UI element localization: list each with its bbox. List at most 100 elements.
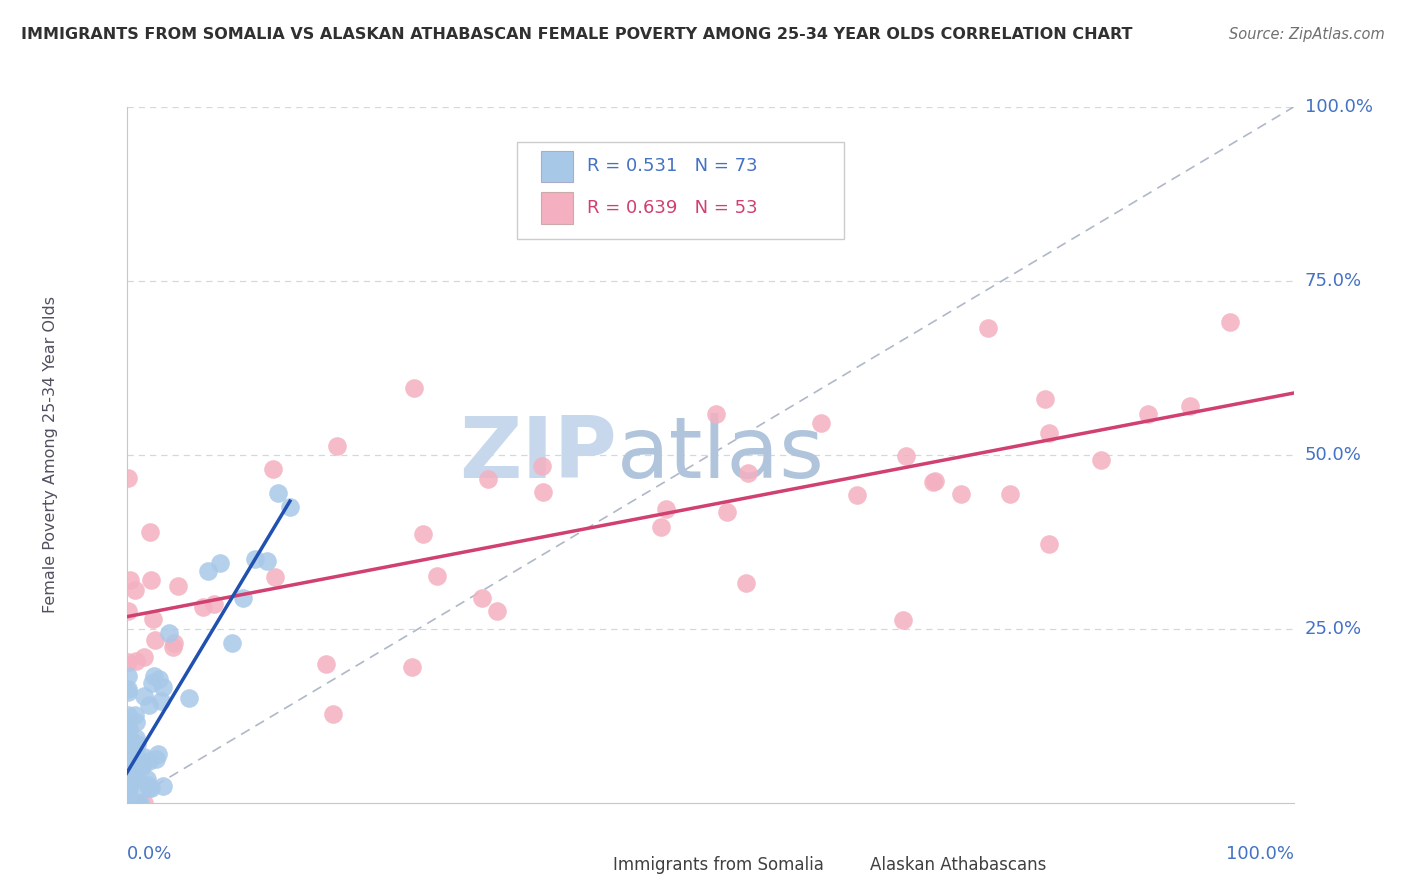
Point [118,796,141,810]
Point [117,781,139,796]
Point [704,407,727,421]
Point [650,519,672,533]
Point [117,685,139,699]
Point [1038,537,1060,551]
Point [135,772,157,786]
Bar [564,850,602,881]
Point [896,449,918,463]
Point [145,752,167,766]
Text: 25.0%: 25.0% [1305,620,1362,638]
Point [1136,408,1159,422]
Point [737,466,759,480]
Point [202,598,225,612]
Point [121,782,143,797]
Point [124,748,146,763]
Point [716,505,738,519]
Point [121,764,143,778]
Text: Female Poverty Among 25-34 Year Olds: Female Poverty Among 25-34 Year Olds [44,296,58,614]
Point [735,576,758,591]
Point [117,766,139,780]
Point [193,599,215,614]
Point [326,439,349,453]
Point [950,487,973,501]
Point [163,636,186,650]
Point [278,500,301,514]
Point [132,750,155,764]
Point [125,654,148,668]
Point [134,690,156,704]
Point [426,569,449,583]
Point [118,771,141,785]
Point [177,691,200,706]
Point [810,416,832,430]
Text: Alaskan Athabascans: Alaskan Athabascans [870,856,1046,874]
Point [143,633,166,648]
Point [132,796,155,810]
Point [148,673,170,687]
Point [120,736,142,750]
Point [117,789,139,803]
Point [124,737,146,751]
Point [129,759,152,773]
Text: 100.0%: 100.0% [1226,845,1294,863]
Point [117,764,139,779]
Point [232,591,254,605]
Point [315,657,337,672]
Point [412,527,434,541]
Text: Immigrants from Somalia: Immigrants from Somalia [613,856,824,874]
Point [117,722,139,736]
Point [118,768,141,782]
Point [977,321,1000,335]
Point [124,796,146,810]
Point [263,570,285,584]
Point [117,785,139,799]
Point [138,778,160,792]
Point [124,583,146,598]
Text: 100.0%: 100.0% [1305,98,1372,116]
Point [1038,426,1060,441]
Point [267,486,290,500]
Point [922,475,945,489]
Point [167,579,190,593]
Text: 50.0%: 50.0% [1305,446,1361,464]
Point [128,796,150,810]
Point [131,760,153,774]
Point [117,668,139,682]
Point [118,747,141,761]
Point [262,461,284,475]
Point [125,770,148,784]
Point [322,707,344,722]
Point [141,675,163,690]
Point [139,525,162,540]
Point [138,698,160,713]
Point [143,669,166,683]
Text: 75.0%: 75.0% [1305,272,1362,290]
Point [117,796,139,810]
Point [531,485,554,500]
Point [117,656,139,670]
Point [125,715,148,730]
Point [121,796,143,810]
Point [221,636,243,650]
Point [117,470,139,484]
Point [149,694,172,708]
Text: Source: ZipAtlas.com: Source: ZipAtlas.com [1229,27,1385,42]
Point [152,680,174,694]
Point [117,754,139,768]
Point [129,796,152,810]
Point [139,780,162,795]
Text: IMMIGRANTS FROM SOMALIA VS ALASKAN ATHABASCAN FEMALE POVERTY AMONG 25-34 YEAR OL: IMMIGRANTS FROM SOMALIA VS ALASKAN ATHAB… [21,27,1133,42]
Point [117,604,139,618]
Point [117,707,139,722]
Point [127,737,149,751]
Point [124,708,146,723]
Text: atlas: atlas [617,413,825,497]
Point [138,755,160,769]
Point [117,768,139,782]
Point [152,779,174,793]
Point [117,796,139,810]
Text: R = 0.531   N = 73: R = 0.531 N = 73 [588,157,758,175]
FancyBboxPatch shape [517,142,844,239]
Point [117,749,139,764]
Point [118,733,141,747]
